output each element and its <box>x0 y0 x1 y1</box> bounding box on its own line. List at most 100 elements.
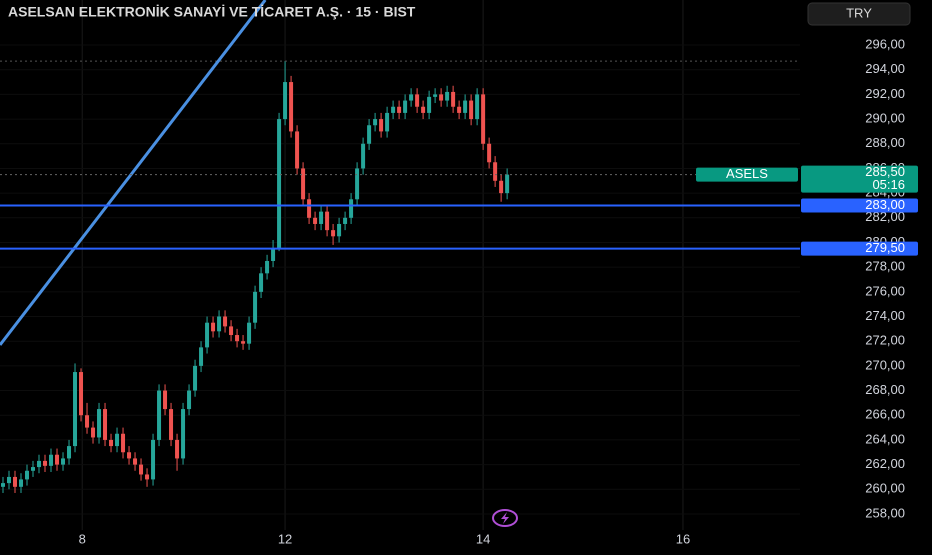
price-label-box <box>801 241 918 256</box>
y-tick-label: 258,00 <box>865 505 905 520</box>
candle-body <box>265 260 270 274</box>
price-label-box <box>801 198 918 213</box>
candle-body <box>349 199 354 218</box>
price-label: 283,00 <box>865 197 905 212</box>
candle-body <box>253 291 258 323</box>
candle-body <box>193 365 198 391</box>
candle-body <box>37 460 42 468</box>
candle-body <box>283 82 288 120</box>
candle-body <box>361 143 366 169</box>
candle-body <box>157 390 162 440</box>
y-tick-label: 288,00 <box>865 135 905 150</box>
y-tick-label: 270,00 <box>865 357 905 372</box>
candle-body <box>145 474 150 480</box>
candle-body <box>403 100 408 113</box>
candle-body <box>289 82 294 132</box>
candle-body <box>133 458 138 465</box>
price-label: 279,50 <box>865 240 905 255</box>
candle-body <box>115 433 120 447</box>
y-tick-label: 272,00 <box>865 333 905 348</box>
x-tick-label: 16 <box>676 531 690 546</box>
candle-body <box>229 326 234 336</box>
candle-body <box>469 100 474 120</box>
candle-body <box>7 476 12 484</box>
candle-body <box>337 223 342 237</box>
countdown-label: 05:16 <box>872 177 905 192</box>
candle-body <box>451 91 456 107</box>
candle-body <box>307 199 312 218</box>
candle-body <box>493 162 498 181</box>
candle-body <box>109 439 114 447</box>
candle-body <box>85 415 90 428</box>
chart-title: ASELSAN ELEKTRONİK SANAYİ VE TİCARET A.Ş… <box>8 4 416 20</box>
candle-body <box>31 467 36 471</box>
candle-body <box>355 168 360 200</box>
candle-body <box>97 409 102 438</box>
candle-body <box>199 347 204 366</box>
y-tick-label: 292,00 <box>865 86 905 101</box>
symbol-box <box>696 167 798 182</box>
candle-body <box>445 91 450 101</box>
candle-body <box>151 439 156 480</box>
candle-body <box>247 322 252 344</box>
y-tick-label: 296,00 <box>865 36 905 51</box>
candle-body <box>475 94 480 120</box>
candle-body <box>439 94 444 101</box>
candle-body <box>385 112 390 132</box>
candle-body <box>55 454 60 465</box>
price-axis: 8 12 14 16 258,00 260,00 262,00 264,00 266,00 268… <box>79 36 905 546</box>
candle-body <box>487 143 492 163</box>
bolt-ring[interactable] <box>492 509 518 527</box>
y-tick-label: 264,00 <box>865 431 905 446</box>
candle-body <box>505 174 510 194</box>
currency-label[interactable]: TRY <box>846 5 872 20</box>
candle-body <box>409 94 414 101</box>
candle-body <box>325 211 330 231</box>
last-price-label: 285,50 <box>865 164 905 179</box>
candle-body <box>205 322 210 348</box>
candle-body <box>139 464 144 475</box>
y-tick-label: 278,00 <box>865 259 905 274</box>
candle-body <box>13 476 18 487</box>
candle-body <box>295 131 300 169</box>
candle-body <box>319 211 324 224</box>
y-tick-label: 276,00 <box>865 283 905 298</box>
trendline <box>0 0 267 346</box>
candle-body <box>211 322 216 332</box>
candle-body <box>259 273 264 292</box>
currency-button[interactable] <box>807 2 911 26</box>
bolt-icon[interactable] <box>492 509 518 527</box>
candle-body <box>217 316 222 332</box>
bolt[interactable] <box>501 512 509 524</box>
candle-body <box>25 470 30 480</box>
y-tick-label: 282,00 <box>865 209 905 224</box>
candle-body <box>19 479 24 487</box>
candle-body <box>433 94 438 97</box>
candle-body <box>61 458 66 465</box>
symbol-label: ASELS <box>726 166 768 181</box>
candle-body <box>331 230 336 237</box>
candle-body <box>127 452 132 459</box>
candle-body <box>103 409 108 440</box>
y-tick-label: 290,00 <box>865 111 905 126</box>
y-tick-label: 262,00 <box>865 456 905 471</box>
candle-body <box>1 483 6 487</box>
candle-body <box>427 96 432 113</box>
candle-body <box>73 372 78 447</box>
candle-body <box>397 106 402 113</box>
x-tick-label: 8 <box>79 531 86 546</box>
y-tick-label: 260,00 <box>865 481 905 496</box>
candle-body <box>421 106 426 113</box>
candle-body <box>379 119 384 132</box>
candle-body <box>301 168 306 200</box>
candle-body <box>499 180 504 194</box>
last-price-box <box>801 165 918 193</box>
y-tick-label: 268,00 <box>865 382 905 397</box>
candle-body <box>367 125 372 144</box>
candle-body <box>67 446 72 459</box>
candle-body <box>49 454 54 466</box>
x-tick-label: 14 <box>476 531 490 546</box>
candle-body <box>373 119 378 126</box>
